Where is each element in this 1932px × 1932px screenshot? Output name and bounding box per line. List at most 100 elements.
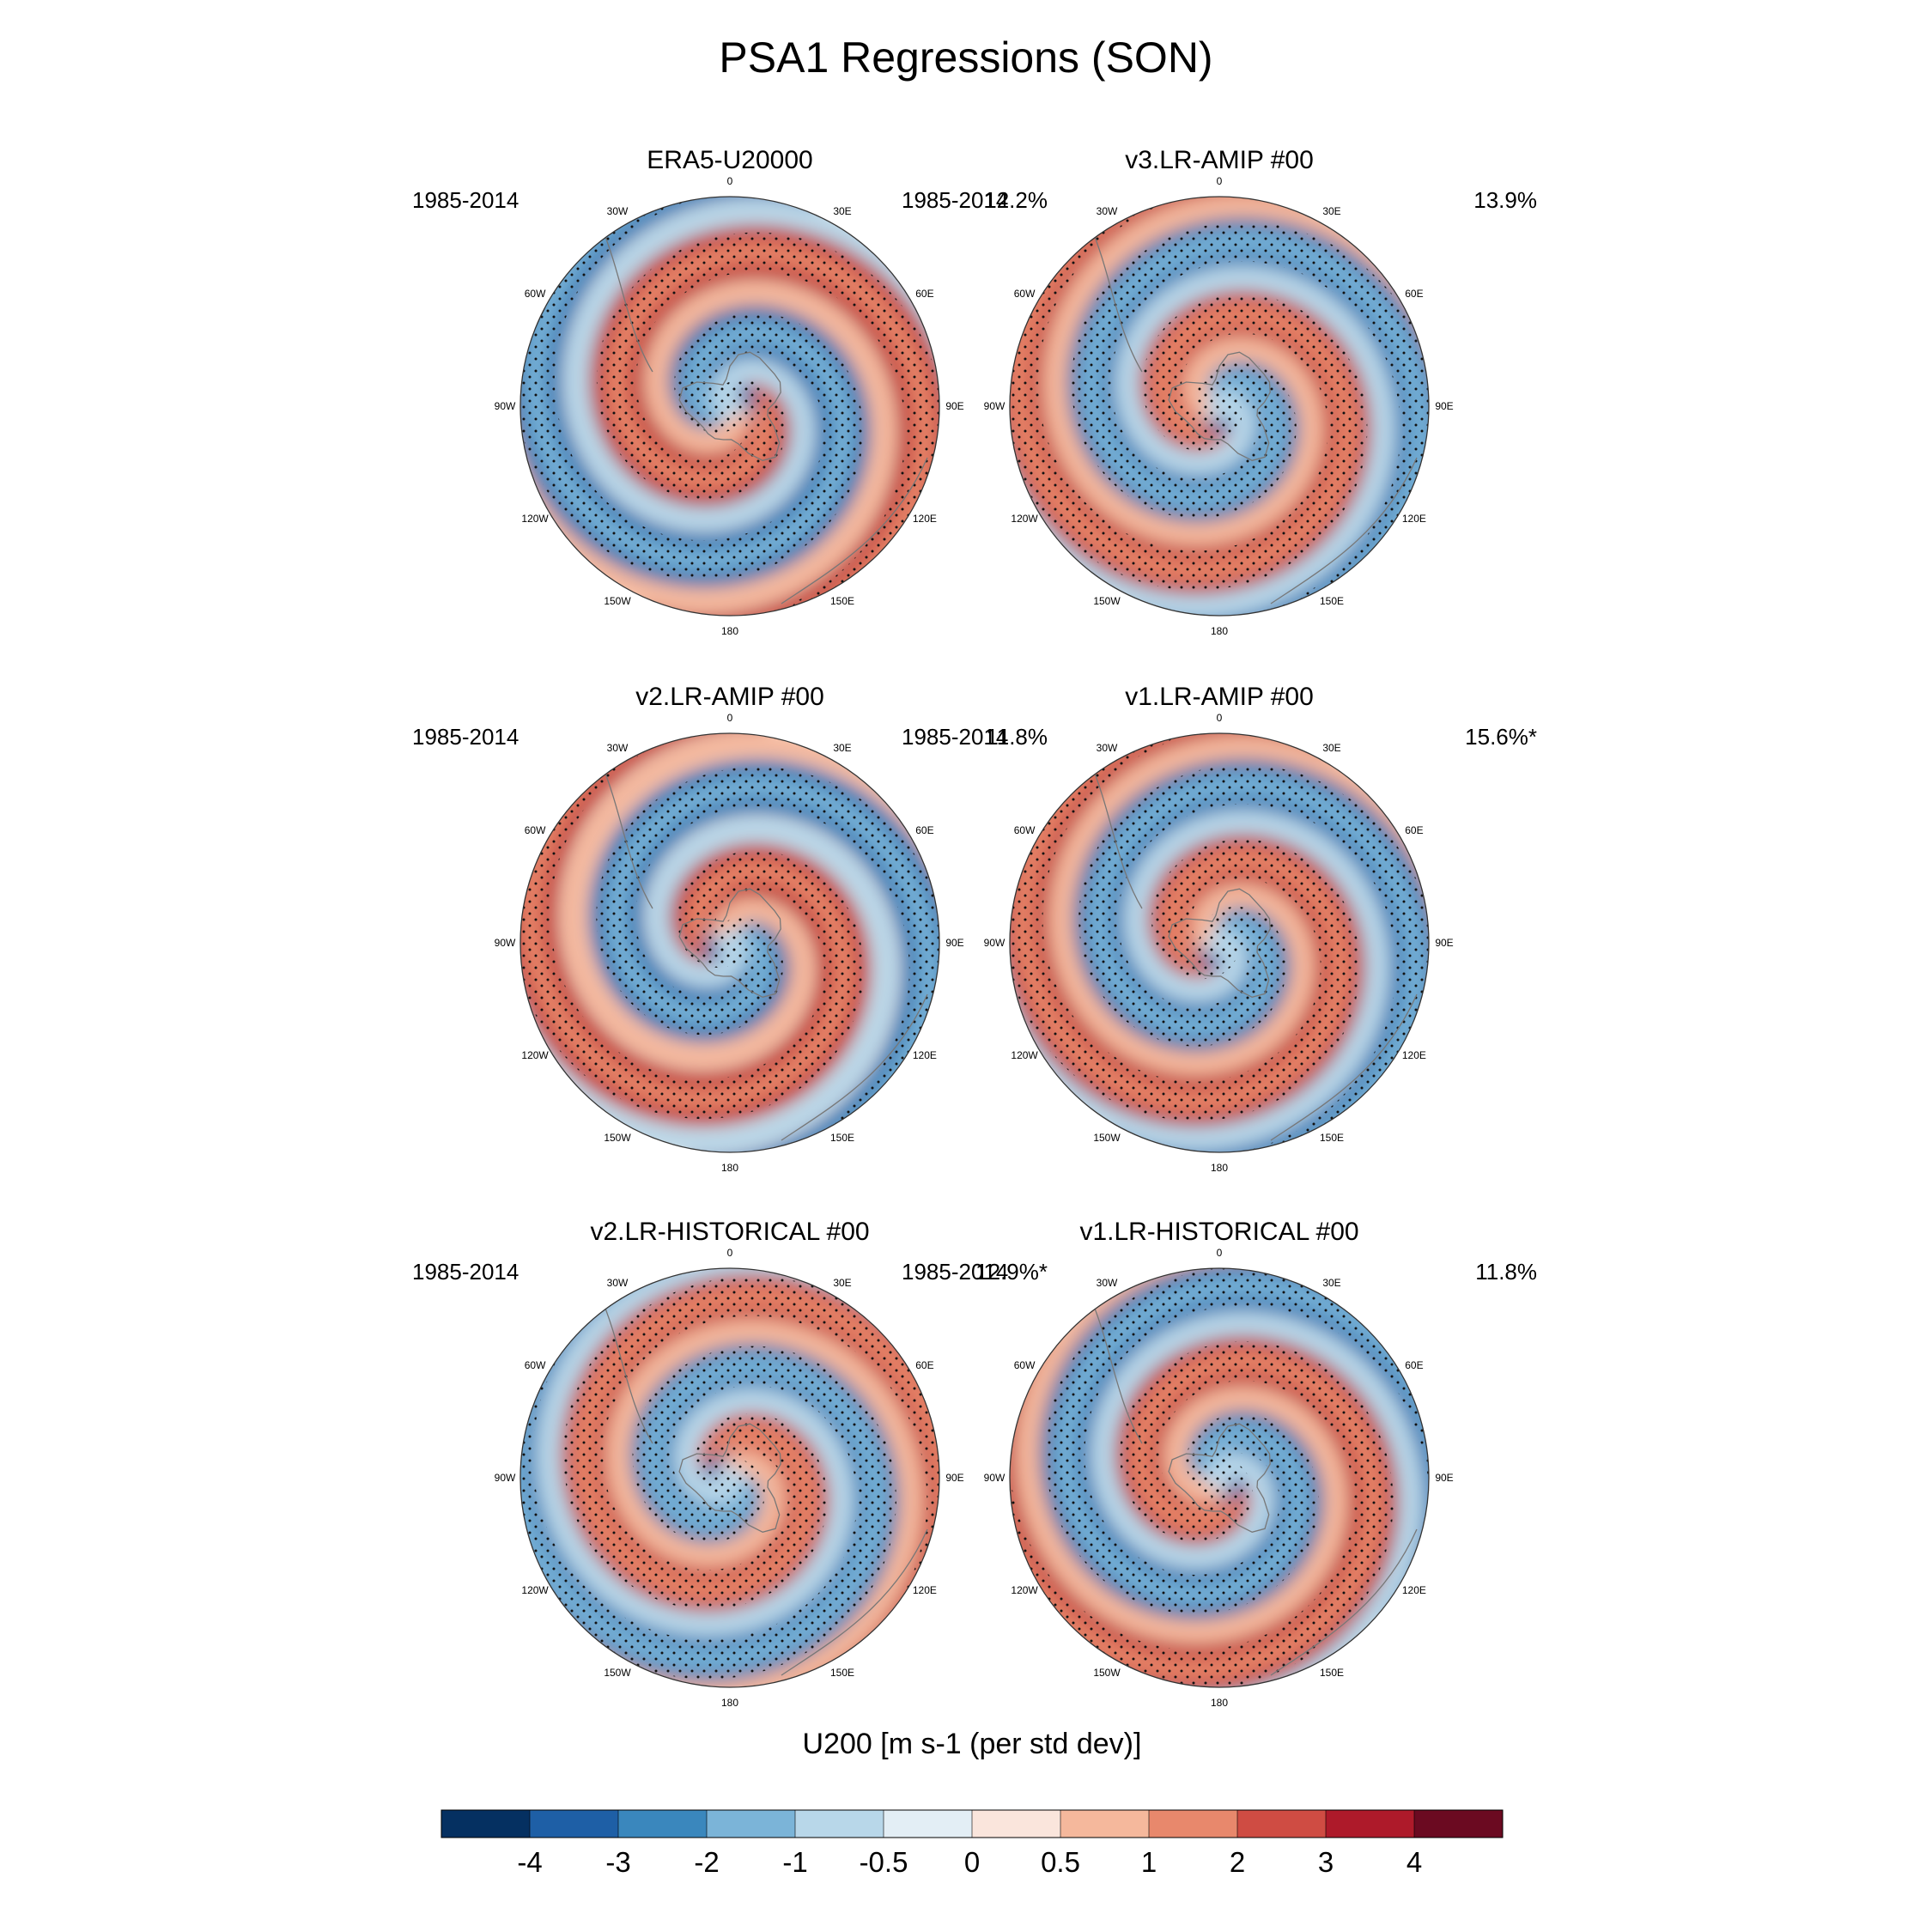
australia-coastline [781,1528,928,1676]
colorbar-tick-label: 1 [1141,1846,1157,1878]
longitude-label: 60W [525,824,546,836]
longitude-label: 60W [1014,1359,1036,1371]
panel-percent: 13.9% [1473,187,1537,213]
longitude-label: 30E [1322,742,1340,754]
significance-stipple [596,232,939,616]
longitude-label: 180 [721,1697,738,1709]
anomaly-band [1010,809,1391,1152]
longitude-label: 90E [945,1472,963,1484]
colorbar-title: U200 [m s-1 (per std dev)] [802,1728,1142,1760]
longitude-label: 90W [495,1472,516,1484]
map-border [519,1267,940,1688]
polar-map: 0 30E 60E 90E 120E 150E 180 150W 120W 90W 60W 30W [984,175,1454,637]
longitude-label: 150E [1320,595,1344,607]
longitude-label: 120E [913,513,937,525]
colorbar-swatch [1060,1810,1150,1838]
longitude-label: 0 [1217,1247,1223,1259]
colorbar-swatch [707,1810,796,1838]
longitude-label: 90E [1435,400,1453,412]
antarctica-coastline [1168,1423,1271,1533]
australia-coastline [781,993,928,1141]
longitude-label: 90W [984,937,1005,949]
panel-period: 1985-2014 [412,187,519,213]
longitude-label: 90E [945,400,963,412]
longitude-label: 30W [1097,205,1118,217]
polar-map: 0 30E 60E 90E 120E 150E 180 150W 120W 90W 60W 30W [984,1247,1454,1709]
longitude-label: 90E [1435,937,1453,949]
colorbar-swatch [884,1810,973,1838]
longitude-label: 0 [727,712,733,724]
longitude-label: 0 [727,1247,733,1259]
longitude-label: 120W [1011,1584,1038,1596]
anomaly-band [561,733,939,1070]
longitude-label: 90E [1435,1472,1453,1484]
longitude-label: 180 [1211,625,1228,637]
longitude-label: 90W [984,400,1005,412]
longitude-label: 60W [1014,824,1036,836]
anomaly-band [562,197,939,533]
polar-map: 0 30E 60E 90E 120E 150E 180 150W 120W 90W 60W 30W [495,175,964,637]
longitude-label: 90W [495,937,516,949]
colorbar-tick-label: -1 [782,1846,807,1878]
panel-percent: 15.6%* [1465,724,1537,750]
longitude-label: 180 [721,625,738,637]
longitude-label: 180 [1211,1697,1228,1709]
map-border [1009,196,1430,617]
colorbar-swatch [795,1810,884,1838]
panel-period: 1985-2014 [902,1259,1009,1285]
panel-percent: 12.9%* [975,1259,1048,1285]
longitude-label: 150W [1093,1667,1121,1679]
longitude-label: 90W [495,400,516,412]
longitude-label: 30W [607,1277,629,1289]
south-america-coastline [1090,225,1143,373]
colorbar-tick-label: 0 [964,1846,980,1878]
antarctica-coastline [1168,351,1271,461]
figure-title: PSA1 Regressions (SON) [719,33,1213,82]
longitude-label: 60E [1405,824,1423,836]
longitude-label: 120W [1011,513,1038,525]
longitude-label: 90E [945,937,963,949]
anomaly-band [520,816,899,1152]
longitude-label: 60E [915,1359,933,1371]
longitude-label: 60E [915,288,933,300]
significance-stipple [520,1268,896,1680]
longitude-label: 150W [1093,1132,1121,1144]
colorbar-swatch [618,1810,708,1838]
longitude-label: 60E [1405,288,1423,300]
colorbar-swatch [1149,1810,1238,1838]
colorbar-swatch [441,1810,531,1838]
longitude-label: 150W [604,1132,631,1144]
anomaly-band [1048,733,1429,1077]
longitude-label: 90W [984,1472,1005,1484]
significance-stipple [1078,764,1429,1152]
longitude-label: 120W [521,1049,549,1061]
colorbar-swatch [1326,1810,1415,1838]
map-panel: 0 30E 60E 90E 120E 150E 180 150W 120W 90W 60W 30W v3… [884,146,1554,637]
longitude-label: 120W [1011,1049,1038,1061]
longitude-label: 30W [1097,1277,1118,1289]
panel-period: 1985-2014 [902,187,1009,213]
longitude-label: 180 [721,1162,738,1174]
panel-title: v2.LR-AMIP #00 [635,683,824,711]
significance-stipple [1010,1324,1394,1687]
significance-stipple [1071,222,1429,616]
significance-stipple [1010,733,1360,1121]
longitude-label: 60W [525,1359,546,1371]
colorbar-tick-label: 3 [1318,1846,1334,1878]
map-panel: 0 30E 60E 90E 120E 150E 180 150W 120W 90W 60W 30W v2… [395,1218,1065,1709]
colorbar-tick-label: 4 [1406,1846,1422,1878]
south-america-coastline [600,762,653,909]
map-border [1009,1267,1430,1688]
longitude-label: 30E [833,1277,851,1289]
panel-percent: 11.8% [1475,1259,1537,1285]
colorbar-swatch [1237,1810,1327,1838]
colorbar-swatch [972,1810,1061,1838]
anomaly-band [1042,197,1429,548]
panel-period: 1985-2014 [902,724,1009,750]
map-border [1009,732,1430,1153]
longitude-label: 150E [830,595,854,607]
significance-stipple [1045,1268,1429,1631]
longitude-label: 0 [1217,175,1223,187]
colorbar-swatch [530,1810,619,1838]
longitude-label: 60W [1014,288,1036,300]
